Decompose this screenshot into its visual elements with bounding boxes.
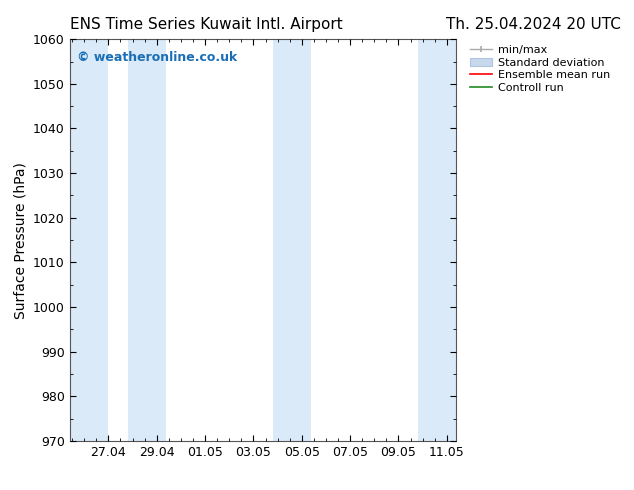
Bar	[273, 39, 311, 441]
Bar	[70, 39, 108, 441]
Legend: min/max, Standard deviation, Ensemble mean run, Controll run: min/max, Standard deviation, Ensemble me…	[470, 45, 610, 93]
Text: ENS Time Series Kuwait Intl. Airport: ENS Time Series Kuwait Intl. Airport	[70, 17, 342, 32]
Bar	[127, 39, 166, 441]
Text: Th. 25.04.2024 20 UTC: Th. 25.04.2024 20 UTC	[446, 17, 621, 32]
Text: © weatheronline.co.uk: © weatheronline.co.uk	[77, 51, 238, 64]
Y-axis label: Surface Pressure (hPa): Surface Pressure (hPa)	[13, 162, 27, 318]
Bar	[418, 39, 456, 441]
